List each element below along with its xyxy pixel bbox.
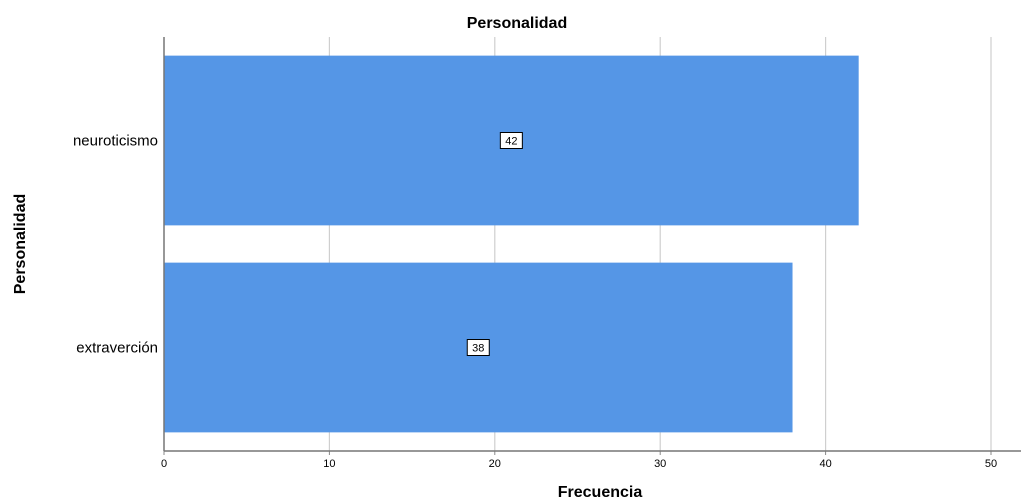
x-tick-label: 0: [161, 458, 167, 470]
axes: [163, 37, 1021, 455]
x-tick-label: 40: [819, 458, 831, 470]
x-tick-label: 20: [489, 458, 501, 470]
x-tick-label: 30: [654, 458, 666, 470]
data-labels: 42 38: [466, 132, 523, 356]
x-axis-label: Frecuencia: [558, 484, 643, 500]
data-label-box: [466, 339, 490, 356]
chart-title: Personalidad: [467, 15, 567, 32]
x-tick-labels: 0 10 20 30 40 50: [161, 458, 997, 470]
data-label-box: [499, 132, 523, 149]
data-label: 38: [472, 343, 484, 355]
category-label: extraverción: [76, 340, 158, 357]
x-tick-label: 50: [985, 458, 997, 470]
y-axis-label: Personalidad: [12, 194, 29, 294]
bars: [164, 55, 859, 433]
category-label: neuroticismo: [73, 133, 158, 150]
x-tick-label: 10: [323, 458, 335, 470]
category-labels: neuroticismo extraverción: [73, 133, 158, 357]
data-label: 42: [505, 136, 517, 148]
